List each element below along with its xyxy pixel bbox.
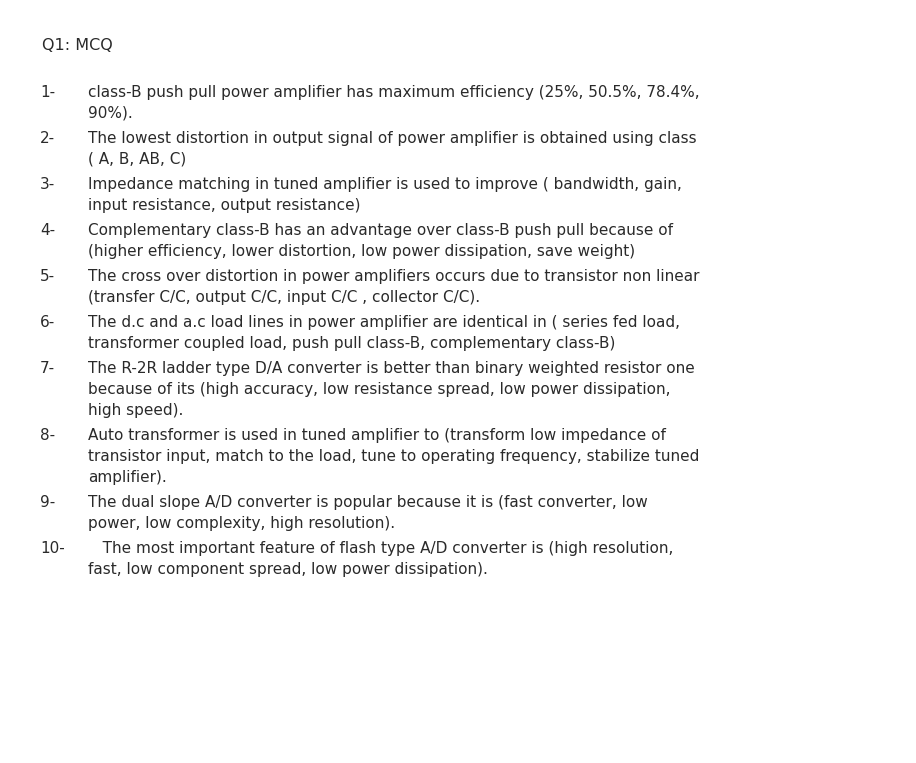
Text: (transfer C/C, output C/C, input C/C , collector C/C).: (transfer C/C, output C/C, input C/C , c… (88, 290, 480, 305)
Text: high speed).: high speed). (88, 403, 183, 418)
Text: The lowest distortion in output signal of power amplifier is obtained using clas: The lowest distortion in output signal o… (88, 131, 697, 146)
Text: class-B push pull power amplifier has maximum efficiency (25%, 50.5%, 78.4%,: class-B push pull power amplifier has ma… (88, 85, 700, 100)
Text: power, low complexity, high resolution).: power, low complexity, high resolution). (88, 516, 395, 531)
Text: 9-: 9- (40, 495, 55, 510)
Text: transformer coupled load, push pull class-B, complementary class-B): transformer coupled load, push pull clas… (88, 336, 616, 351)
Text: 8-: 8- (40, 428, 55, 443)
Text: (higher efficiency, lower distortion, low power dissipation, save weight): (higher efficiency, lower distortion, lo… (88, 244, 635, 259)
Text: 3-: 3- (40, 177, 55, 192)
Text: because of its (high accuracy, low resistance spread, low power dissipation,: because of its (high accuracy, low resis… (88, 382, 671, 397)
Text: The d.c and a.c load lines in power amplifier are identical in ( series fed load: The d.c and a.c load lines in power ampl… (88, 315, 680, 330)
Text: The most important feature of flash type A/D converter is (high resolution,: The most important feature of flash type… (88, 541, 673, 556)
Text: Q1: MCQ: Q1: MCQ (42, 38, 113, 53)
Text: Impedance matching in tuned amplifier is used to improve ( bandwidth, gain,: Impedance matching in tuned amplifier is… (88, 177, 682, 192)
Text: The R-2R ladder type D/A converter is better than binary weighted resistor one: The R-2R ladder type D/A converter is be… (88, 361, 694, 376)
Text: 90%).: 90%). (88, 106, 133, 121)
Text: 2-: 2- (40, 131, 55, 146)
Text: 10-: 10- (40, 541, 65, 556)
Text: The dual slope A/D converter is popular because it is (fast converter, low: The dual slope A/D converter is popular … (88, 495, 648, 510)
Text: Auto transformer is used in tuned amplifier to (transform low impedance of: Auto transformer is used in tuned amplif… (88, 428, 666, 443)
Text: transistor input, match to the load, tune to operating frequency, stabilize tune: transistor input, match to the load, tun… (88, 449, 700, 464)
Text: 4-: 4- (40, 223, 55, 238)
Text: ( A, B, AB, C): ( A, B, AB, C) (88, 152, 186, 167)
Text: fast, low component spread, low power dissipation).: fast, low component spread, low power di… (88, 562, 488, 577)
Text: The cross over distortion in power amplifiers occurs due to transistor non linea: The cross over distortion in power ampli… (88, 269, 700, 284)
Text: amplifier).: amplifier). (88, 470, 167, 485)
Text: 7-: 7- (40, 361, 55, 376)
Text: 1-: 1- (40, 85, 55, 100)
Text: 6-: 6- (40, 315, 55, 330)
Text: Complementary class-B has an advantage over class-B push pull because of: Complementary class-B has an advantage o… (88, 223, 673, 238)
Text: 5-: 5- (40, 269, 55, 284)
Text: input resistance, output resistance): input resistance, output resistance) (88, 198, 361, 213)
